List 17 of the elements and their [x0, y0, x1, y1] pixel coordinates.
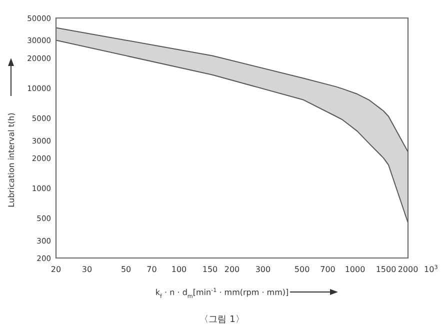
text: 〈그림 1〉 [200, 314, 244, 325]
x-tick-label: 500 [294, 265, 310, 274]
x-tick-label: 700 [320, 265, 336, 274]
x-tick-label: 2000 [398, 265, 418, 274]
text: 10$^{3}$ [424, 264, 438, 274]
x-axis-title: k$_{f}$ · n · d$_{m}$[min$^{-1}$ · mm(rpm · mm)] [155, 287, 289, 300]
x-tick-label: 50 [120, 265, 132, 274]
x-tick-label: 70 [146, 265, 157, 274]
x-tick-label: 1500 [376, 265, 396, 274]
x-tick-label: 300 [255, 265, 271, 274]
y-axis-title: Lubrication interval t(h) [7, 112, 16, 208]
x-tick-label: 100 [171, 265, 187, 274]
x-tick-label: 20 [50, 265, 62, 274]
x-tick-label: 200 [224, 265, 240, 274]
x-tick-label: 150 [202, 265, 218, 274]
x-tick-label: 1000 [344, 265, 366, 274]
x-tick-label: 30 [82, 265, 92, 274]
